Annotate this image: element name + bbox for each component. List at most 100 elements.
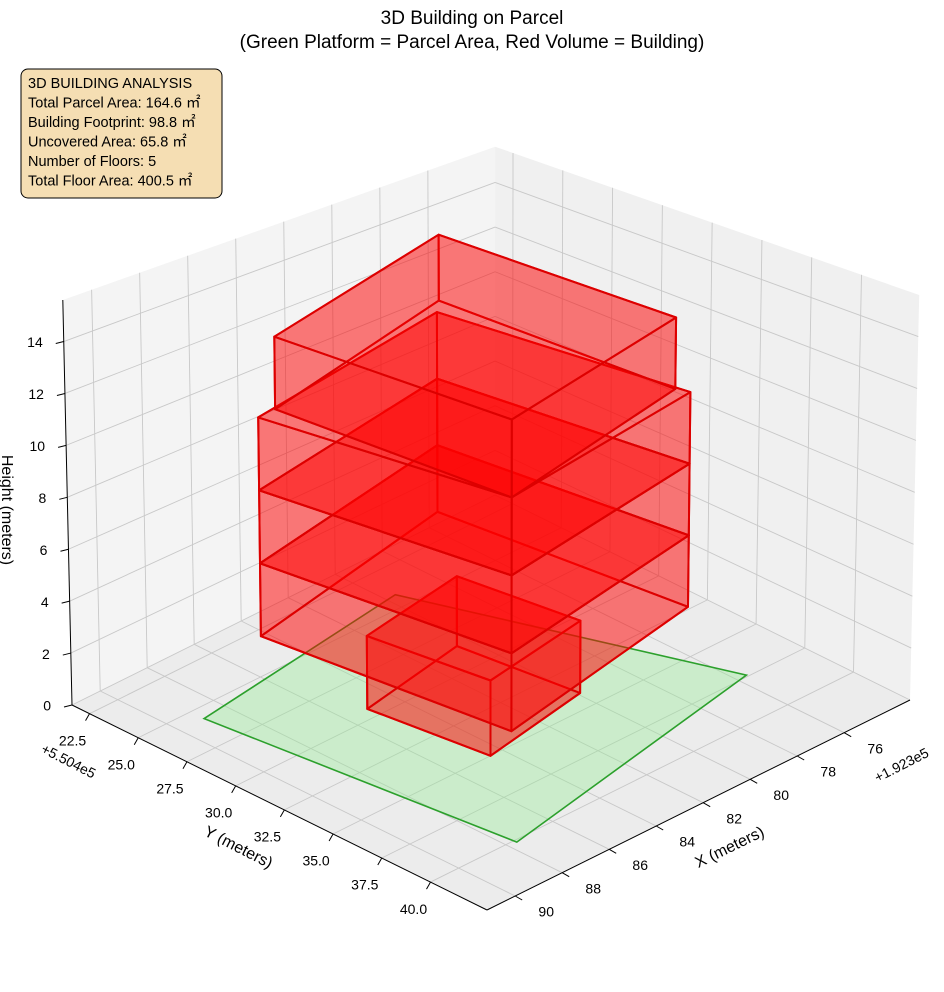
grid-line — [139, 272, 148, 668]
z-tick — [60, 548, 69, 552]
x-tick-label: 84 — [679, 834, 695, 850]
grid-line — [335, 573, 751, 780]
grid-line — [804, 257, 813, 649]
grid-line — [235, 575, 659, 787]
x-tick-label: 76 — [867, 740, 883, 756]
x-tick-label: 80 — [773, 787, 789, 803]
marks — [202, 233, 749, 844]
grid-line — [706, 222, 713, 600]
floor-top — [365, 575, 582, 682]
x-tick — [514, 895, 523, 901]
y-tick — [377, 857, 383, 866]
z-tick-label: 14 — [27, 334, 43, 350]
grid-line — [430, 671, 854, 883]
y-tick-label: 27.5 — [156, 780, 183, 796]
grid-line — [288, 597, 704, 804]
y-tick — [279, 809, 285, 818]
axis-line — [71, 704, 488, 911]
info-box: 3D BUILDING ANALYSIS Total Parcel Area: … — [20, 68, 223, 199]
grid-line — [427, 170, 430, 528]
z-tick-label: 6 — [40, 542, 48, 558]
grid-line — [138, 527, 562, 739]
info-line: Uncovered Area: 65.8 ㎡ — [28, 133, 187, 150]
info-line: Building Footprint: 98.8 ㎡ — [28, 114, 196, 131]
x-axis-label: X (meters) — [693, 824, 768, 872]
z-tick-label: 12 — [28, 386, 44, 402]
info-line: Total Parcel Area: 164.6 ㎡ — [28, 94, 201, 111]
z-tick-label: 8 — [38, 490, 46, 506]
grid-line — [609, 187, 614, 552]
grid-line — [235, 238, 242, 622]
y-tick-label: 37.5 — [351, 877, 378, 893]
grid-line — [494, 271, 917, 441]
x-tick-label: 88 — [585, 880, 601, 896]
x-tick-label: 78 — [820, 764, 836, 780]
z-tick-label: 0 — [43, 698, 51, 714]
grid-line — [65, 271, 496, 446]
grid-line — [379, 187, 383, 552]
z-tick — [63, 704, 73, 708]
z-axis-label: Height (meters) — [0, 455, 15, 565]
grid-line — [91, 289, 101, 692]
grid-line — [494, 494, 911, 701]
x-tick — [796, 755, 805, 761]
grid-line — [64, 226, 496, 394]
y-tick — [231, 785, 237, 794]
x-tick — [608, 848, 617, 854]
grid-line — [68, 360, 496, 550]
axis-line — [486, 699, 911, 911]
grid-line — [100, 690, 516, 897]
z-tick — [62, 652, 71, 656]
y-tick-label: 25.0 — [108, 756, 135, 772]
info-box-frame — [20, 68, 223, 199]
x-tick — [749, 778, 758, 784]
x-tick — [561, 872, 570, 878]
grid-line — [658, 205, 663, 576]
grid-line — [284, 599, 708, 811]
grid-line — [71, 494, 496, 706]
y-tick-label: 32.5 — [254, 829, 281, 845]
z-tick — [56, 392, 66, 396]
grid-line — [70, 449, 496, 654]
grid-line — [429, 527, 845, 734]
z-tick-label: 4 — [41, 594, 49, 610]
x-tick-label: 86 — [632, 857, 648, 873]
grid-line — [186, 551, 611, 763]
y-tick — [85, 713, 90, 721]
z-tick — [59, 496, 68, 500]
grid-line — [853, 274, 862, 673]
chart-title: 3D Building on Parcel — [381, 8, 564, 29]
y-tick-label: 40.0 — [400, 901, 427, 917]
z-tick-label: 2 — [42, 646, 50, 662]
grid-line — [69, 405, 496, 602]
grid-line — [494, 405, 913, 597]
right-pane — [495, 146, 920, 700]
grid-line — [494, 449, 912, 649]
grid-line — [755, 239, 763, 624]
z-tick — [61, 600, 70, 604]
grid-line — [63, 182, 496, 342]
y-tick — [328, 833, 334, 842]
y-tick — [426, 881, 431, 890]
axes: 767880828486889022.525.027.530.032.535.0… — [27, 299, 911, 920]
x-tick — [655, 825, 664, 831]
grid-line — [67, 315, 496, 498]
grid-line — [147, 667, 563, 874]
grid-line — [187, 255, 195, 645]
axis-line — [62, 299, 73, 706]
y-tick-label: 22.5 — [59, 732, 86, 748]
y-tick-label: 30.0 — [205, 805, 232, 821]
left-pane — [62, 146, 496, 705]
grid-line — [494, 360, 914, 545]
grid-line — [283, 221, 289, 598]
grid-line — [332, 623, 757, 835]
y-tick — [182, 761, 188, 770]
grid-line — [382, 550, 798, 757]
grid-line — [494, 226, 918, 389]
y-tick-label: 35.0 — [302, 853, 329, 869]
chart-subtitle: (Green Platform = Parcel Area, Red Volum… — [240, 32, 705, 53]
grid-line — [494, 315, 915, 493]
grid-line — [194, 643, 610, 850]
